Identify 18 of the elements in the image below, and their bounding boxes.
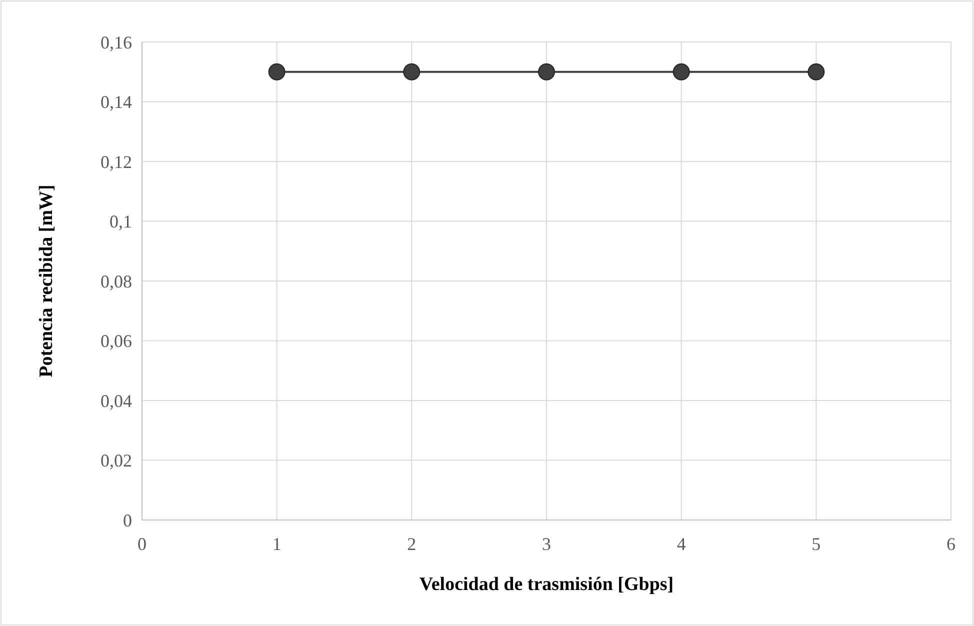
x-tick-label: 1 [272,534,282,554]
y-tick-label: 0,12 [100,152,132,172]
x-tick-label: 4 [676,534,686,554]
x-tick-label: 3 [542,534,551,554]
x-tick-label: 6 [946,534,956,554]
y-tick-label: 0,14 [100,92,132,112]
y-tick-label: 0,04 [100,390,132,411]
y-tick-label: 0 [123,510,132,530]
y-tick-label: 0,08 [100,271,132,292]
y-tick-label: 0,06 [100,331,132,352]
y-axis-title: Potencia recibida [mW] [36,184,57,378]
x-tick-label: 2 [407,534,416,554]
x-tick-label: 5 [812,534,821,554]
x-tick-label: 0 [138,534,146,554]
y-tick-label: 0,16 [100,32,132,52]
y-tick-label: 0,1 [110,212,132,232]
y-tick-label: 0,02 [100,450,132,471]
x-axis-title: Velocidad de trasmisión [Gbps] [419,574,674,595]
